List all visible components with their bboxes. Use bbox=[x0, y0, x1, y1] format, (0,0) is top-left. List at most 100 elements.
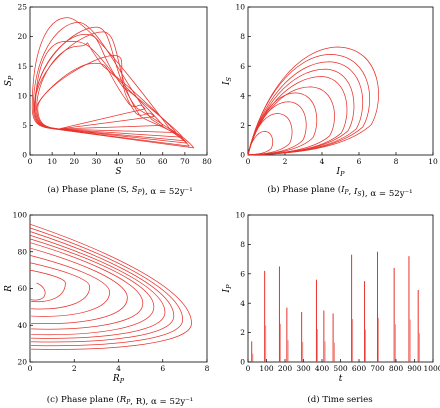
x-tick-label: 100 bbox=[259, 364, 274, 373]
x-tick-label: 4 bbox=[320, 157, 325, 166]
trajectory-loop bbox=[29, 238, 155, 336]
y-tick-label: 8 bbox=[240, 32, 245, 41]
x-tick-label: 6 bbox=[357, 157, 362, 166]
x-tick-label: 900 bbox=[407, 364, 422, 373]
x-tick-label: 2 bbox=[72, 364, 77, 373]
y-tick-label: 20 bbox=[17, 358, 27, 367]
trajectory-loop bbox=[29, 242, 144, 330]
trajectory-loop bbox=[247, 53, 370, 156]
y-tick-label: 0 bbox=[240, 358, 245, 367]
trajectory-loop bbox=[247, 61, 364, 156]
x-tick-label: 0 bbox=[246, 157, 251, 166]
caption: (b) Phase plane (IP, IS), α = 52y⁻¹ bbox=[267, 184, 412, 199]
x-tick-label: 800 bbox=[389, 364, 404, 373]
x-axis-label: RP bbox=[112, 374, 125, 385]
caption: (d) Time series bbox=[307, 394, 372, 405]
y-tick-label: 5 bbox=[22, 121, 27, 130]
y-tick-label: 10 bbox=[17, 91, 27, 100]
y-tick-label: 25 bbox=[17, 3, 27, 12]
y-tick-label: 10 bbox=[235, 3, 245, 12]
x-tick-label: 20 bbox=[69, 157, 79, 166]
trajectory-loop bbox=[29, 262, 91, 310]
x-tick-label: 0 bbox=[246, 364, 251, 373]
trajectory-loop bbox=[247, 92, 318, 156]
x-tick-label: 70 bbox=[180, 157, 190, 166]
y-tick-label: 40 bbox=[17, 321, 27, 330]
trajectory-loop bbox=[29, 234, 166, 339]
y-axis-label: IS bbox=[222, 76, 233, 86]
y-tick-label: 80 bbox=[17, 247, 27, 256]
trajectory-loop bbox=[29, 231, 175, 343]
y-tick-label: 6 bbox=[240, 62, 245, 71]
x-tick-label: 60 bbox=[158, 157, 168, 166]
panel-1: 0 2 4 6 8 10 0 2 4 6 8 10 IP IS (b) Phase plane (IP, I… bbox=[222, 3, 438, 199]
y-tick-label: 2 bbox=[240, 121, 245, 130]
y-tick-label: 4 bbox=[240, 91, 245, 100]
x-tick-label: 400 bbox=[315, 364, 330, 373]
x-tick-label: 500 bbox=[333, 364, 348, 373]
trajectory-loop bbox=[34, 26, 188, 144]
trajectory-loop bbox=[35, 40, 177, 133]
trajectory-loop bbox=[29, 247, 128, 325]
trajectory-loop bbox=[31, 17, 195, 149]
trajectory-loop bbox=[247, 130, 274, 156]
x-axis-label: t bbox=[339, 374, 343, 384]
y-tick-label: 60 bbox=[17, 284, 27, 293]
trajectory-loop bbox=[34, 33, 184, 138]
x-axis-label: IP bbox=[336, 167, 346, 178]
trajectory-wiggle bbox=[29, 282, 46, 301]
trajectory-loop bbox=[247, 46, 379, 156]
plot-frame bbox=[247, 214, 434, 363]
x-tick-label: 0 bbox=[28, 364, 33, 373]
trajectory-loop bbox=[29, 255, 111, 317]
caption: (c) Phase plane (RP, R), α = 52y⁻¹ bbox=[47, 394, 194, 407]
y-tick-label: 100 bbox=[13, 211, 28, 220]
x-tick-label: 10 bbox=[428, 157, 438, 166]
x-tick-label: 80 bbox=[202, 157, 212, 166]
panel-0: 0 10 20 30 40 50 60 70 80 0 5 10 15 20 25 S SP (a) Phase … bbox=[4, 3, 212, 197]
x-tick-label: 8 bbox=[394, 157, 399, 166]
caption: (a) Phase plane (S, SP), α = 52y⁻¹ bbox=[47, 184, 192, 197]
trajectory-loop bbox=[37, 55, 155, 130]
y-tick-label: 10 bbox=[235, 211, 245, 220]
x-tick-label: 2 bbox=[283, 157, 288, 166]
y-tick-label: 20 bbox=[17, 32, 27, 41]
x-tick-label: 8 bbox=[205, 364, 210, 373]
trajectory-loop bbox=[29, 227, 184, 347]
x-tick-label: 4 bbox=[116, 364, 121, 373]
panel-2: 0 2 4 6 8 20 40 60 80 100 RP R (c) Phase plane (RP, … bbox=[4, 211, 210, 407]
trajectory-loop bbox=[247, 101, 307, 156]
trajectory-loop bbox=[36, 62, 146, 130]
x-axis-label: S bbox=[115, 167, 121, 177]
y-axis-label: IP bbox=[222, 284, 233, 294]
y-tick-label: 0 bbox=[22, 151, 27, 160]
trajectory-loop bbox=[29, 223, 192, 350]
trajectory-loop bbox=[32, 22, 190, 147]
x-tick-label: 200 bbox=[278, 364, 293, 373]
y-tick-label: 4 bbox=[240, 299, 245, 308]
trajectory-loop bbox=[36, 42, 164, 130]
x-tick-label: 30 bbox=[92, 157, 102, 166]
x-tick-label: 6 bbox=[160, 364, 165, 373]
trajectory-loop bbox=[247, 113, 293, 156]
x-tick-label: 600 bbox=[352, 364, 367, 373]
trajectory-loop bbox=[34, 31, 186, 142]
x-tick-label: 300 bbox=[296, 364, 311, 373]
y-axis-label: R bbox=[4, 285, 14, 293]
y-tick-label: 6 bbox=[240, 269, 245, 278]
y-axis-label: SP bbox=[4, 75, 15, 86]
y-tick-label: 8 bbox=[240, 240, 245, 249]
y-tick-label: 15 bbox=[17, 62, 27, 71]
trajectory-loop bbox=[29, 269, 66, 303]
x-tick-label: 700 bbox=[370, 364, 385, 373]
plot-frame bbox=[247, 6, 434, 156]
x-tick-label: 50 bbox=[136, 157, 146, 166]
x-tick-label: 10 bbox=[47, 157, 57, 166]
x-tick-label: 40 bbox=[114, 157, 124, 166]
y-tick-label: 2 bbox=[240, 328, 245, 337]
y-tick-label: 0 bbox=[240, 151, 245, 160]
x-tick-label: 0 bbox=[28, 157, 33, 166]
